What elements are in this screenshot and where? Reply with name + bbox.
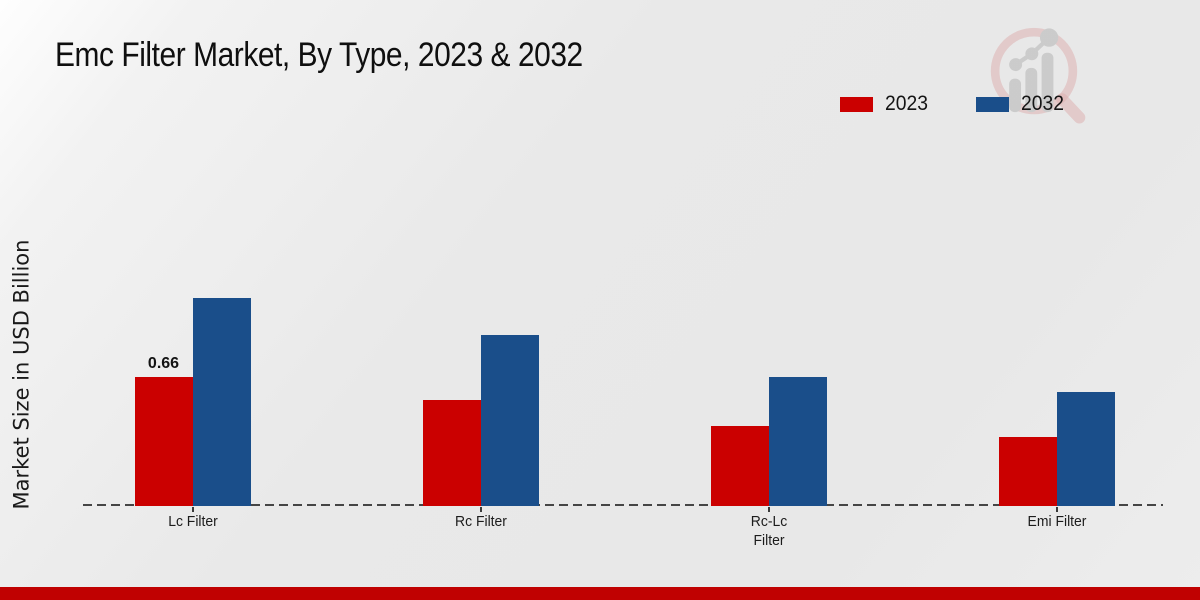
x-axis-tick-rc-filter bbox=[479, 507, 482, 512]
legend-label-2023: 2023 bbox=[885, 92, 928, 115]
logo-bars bbox=[1009, 52, 1054, 113]
bar-2023-rc-lc-filter bbox=[710, 426, 769, 506]
bar-2032-lc-filter bbox=[192, 298, 251, 506]
legend-label-2032: 2032 bbox=[1020, 92, 1064, 115]
x-axis-baseline bbox=[83, 504, 1163, 506]
x-axis-label-rc-lc-filter: Rc-Lc Filter bbox=[750, 513, 788, 549]
bar-2032-emi-filter bbox=[1057, 392, 1116, 506]
legend-swatch-2032 bbox=[975, 96, 1009, 112]
x-axis-tick-lc-filter bbox=[191, 507, 194, 512]
bar-value-label: 0.66 bbox=[147, 354, 180, 372]
bar-2023-rc-filter bbox=[422, 400, 481, 506]
bar-2023-lc-filter bbox=[134, 377, 193, 506]
chart-title: Emc Filter Market, By Type, 2023 & 2032 bbox=[55, 36, 583, 74]
logo-trend-line bbox=[1009, 28, 1059, 72]
legend: 2023 2032 bbox=[840, 92, 1160, 116]
legend-swatch-2023 bbox=[840, 96, 873, 112]
x-axis-label-rc-filter: Rc Filter bbox=[454, 513, 507, 530]
legend-item-2023: 2023 bbox=[840, 92, 932, 116]
bar-2032-rc-lc-filter bbox=[768, 377, 827, 506]
bar-2023-emi-filter bbox=[999, 437, 1058, 506]
magnifier-bar-chart-logo-icon bbox=[990, 27, 1086, 124]
x-axis-label-lc-filter: Lc Filter bbox=[167, 513, 218, 530]
bottom-accent-bar bbox=[0, 587, 1200, 600]
x-axis-tick-emi-filter bbox=[1056, 507, 1059, 512]
bar-2032-rc-filter bbox=[480, 335, 539, 506]
legend-item-2032: 2032 bbox=[975, 92, 1068, 116]
x-axis-label-emi-filter: Emi Filter bbox=[1027, 513, 1087, 530]
x-axis-tick-rc-lc-filter bbox=[767, 507, 770, 512]
magnifier-handle bbox=[1056, 93, 1086, 124]
